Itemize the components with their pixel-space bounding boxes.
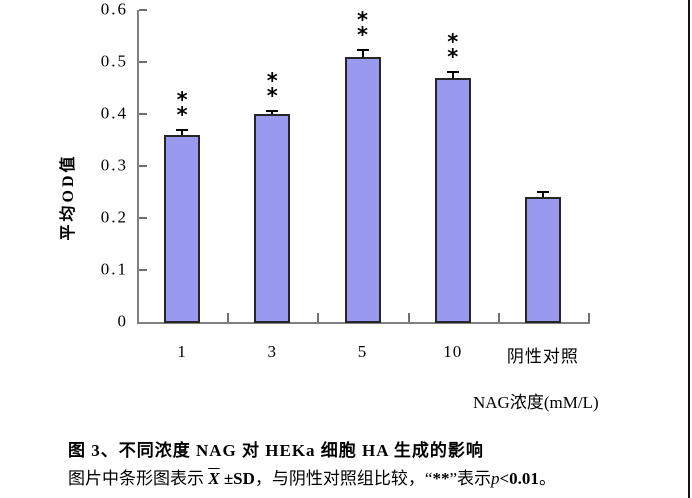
significance-marker: * * (266, 68, 278, 108)
bar (434, 77, 471, 323)
error-bar-cap (266, 109, 279, 112)
x-category-label: 3 (267, 342, 278, 361)
x-tick-mark (497, 313, 500, 322)
y-tick-mark (139, 269, 147, 271)
y-tick-label: 0.3 (100, 155, 128, 175)
y-tick-mark (139, 165, 147, 167)
error-bar-cap (356, 49, 369, 51)
asterisk: * (266, 68, 278, 93)
caption-period: 。 (538, 469, 556, 488)
y-tick-label: 0.1 (100, 259, 128, 279)
y-tick-label: 0.5 (100, 51, 128, 71)
page-right-border (688, 0, 690, 498)
x-category-label: 1 (177, 342, 187, 361)
y-tick-mark (139, 9, 147, 11)
y-tick-mark (139, 113, 147, 115)
caption-note-text: 图片中条形图表示 (68, 469, 209, 488)
caption-p-symbol: p (491, 469, 500, 488)
asterisk: * (357, 23, 368, 47)
caption-p-value: <0.01 (499, 469, 539, 488)
significance-marker: * * (176, 87, 188, 127)
significance-marker: * * (357, 8, 368, 47)
y-tick-label: 0.6 (100, 0, 128, 19)
asterisk: * (357, 8, 368, 32)
error-bar-cap (176, 128, 189, 131)
error-bar-stem (451, 71, 454, 78)
x-tick-mark (317, 313, 320, 322)
x-category-label: 5 (357, 342, 368, 361)
y-tick-label: 0 (117, 311, 128, 331)
error-bar-cap (446, 71, 459, 74)
y-tick-label: 0.4 (100, 103, 128, 123)
figure-caption-note: 图片中条形图表示 X ±SD，与阴性对照组比较，“**”表示p<0.01。 (68, 464, 556, 489)
asterisk: * (447, 45, 459, 70)
x-category-label: 阴性对照 (506, 347, 579, 366)
asterisk: * (447, 30, 459, 55)
x-axis-title: NAG浓度(mM/L) (473, 393, 599, 412)
caption-note-text: ”表示 (449, 469, 491, 488)
bar (524, 197, 561, 323)
figure-caption-title: 图 3、不同浓度 NAG 对 HEKa 细胞 HA 生成的影响 (68, 441, 484, 460)
error-bar-stem (271, 109, 274, 114)
error-bar-stem (361, 49, 364, 57)
error-bar-stem (181, 128, 184, 135)
significance-marker: * * (447, 30, 459, 70)
caption-note-text: ，与阴性对照组比较，“ (254, 469, 433, 488)
asterisk: * (266, 83, 278, 108)
caption-stars: ** (432, 469, 450, 488)
x-tick-mark (588, 313, 590, 322)
y-axis-line (137, 10, 139, 324)
x-tick-mark (227, 313, 230, 322)
asterisk: * (176, 87, 188, 112)
bar (344, 56, 381, 323)
asterisk: * (176, 102, 188, 127)
error-bar-cap (536, 190, 549, 193)
x-category-label: 10 (443, 342, 463, 361)
bar (254, 114, 291, 323)
x-tick-mark (407, 313, 410, 322)
y-tick-label: 0.2 (100, 207, 128, 227)
y-tick-mark (139, 61, 147, 63)
y-tick-mark (139, 217, 147, 219)
caption-mean-symbol: X (208, 469, 220, 488)
y-axis-title: 平均OD值 (60, 153, 77, 241)
bar (164, 134, 201, 323)
x-axis-line (137, 322, 590, 324)
error-bar-stem (541, 190, 544, 198)
caption-sd-text: ±SD (219, 469, 255, 488)
